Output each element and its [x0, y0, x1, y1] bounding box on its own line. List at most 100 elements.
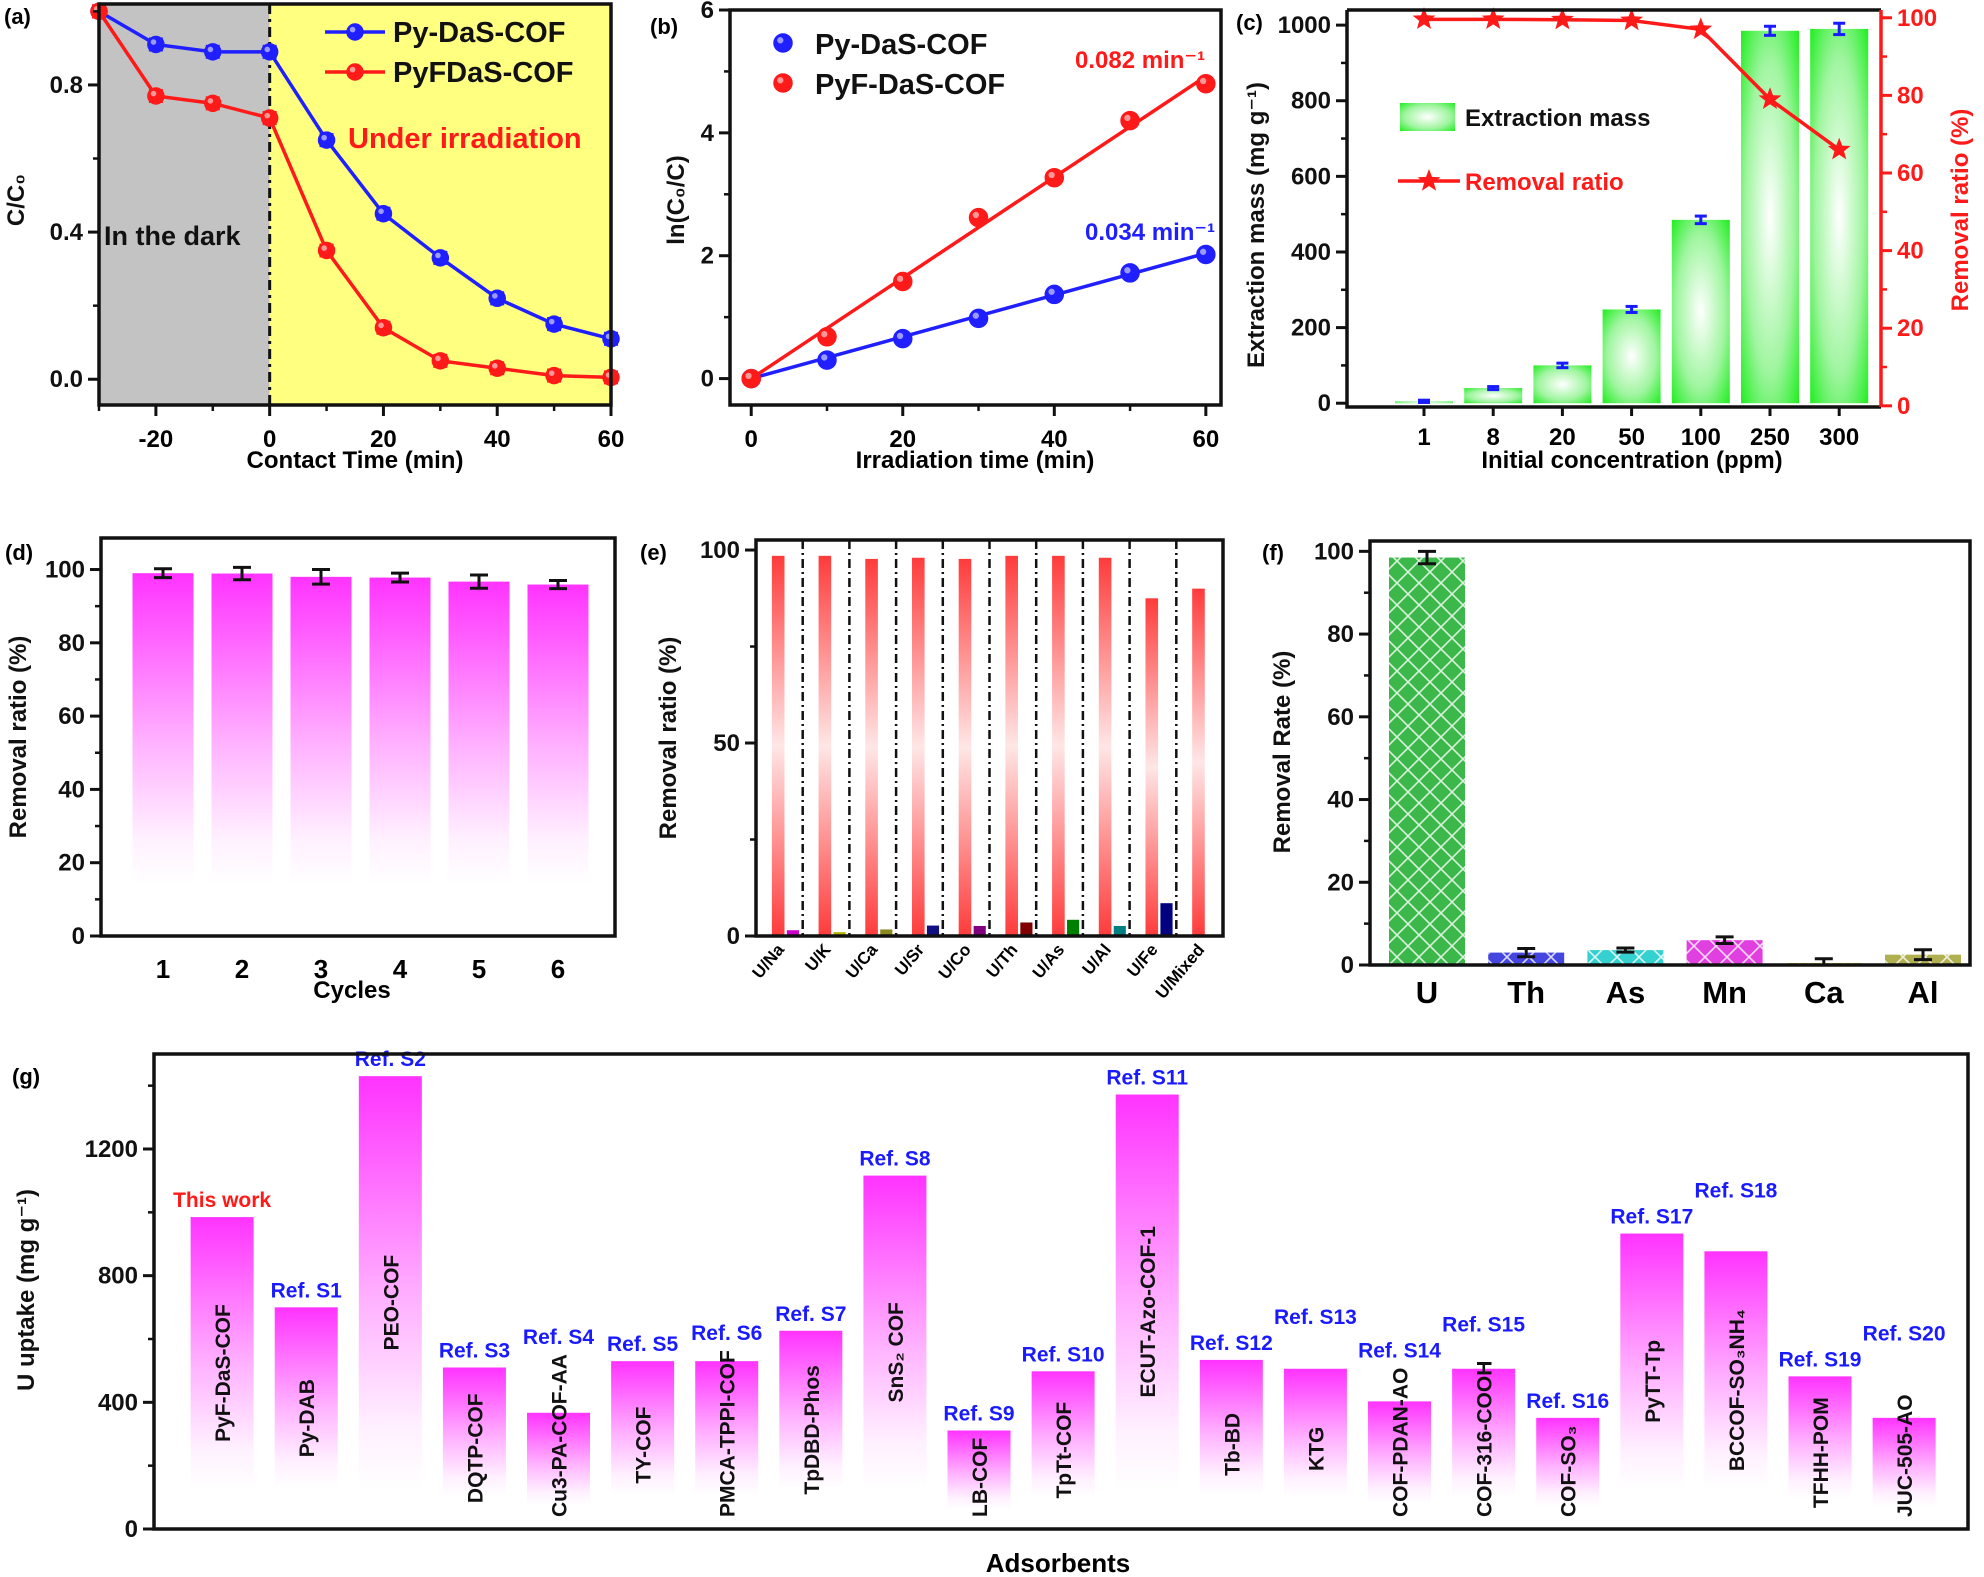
data-point-highlight [1124, 114, 1131, 122]
data-point-highlight [821, 354, 828, 361]
bar-label: TY-COF [633, 1406, 656, 1483]
bar [1741, 30, 1799, 404]
x-tick-label: U/Na [749, 940, 789, 982]
bar [1620, 1233, 1684, 1489]
ref-label: Ref. S19 [1779, 1348, 1862, 1371]
x-tick-label: 300 [1819, 424, 1859, 451]
data-point [1196, 73, 1216, 94]
x-tick-label: U/Sr [891, 940, 928, 979]
x-tick-label: U/Co [935, 940, 975, 983]
y-tick-label: 40 [58, 776, 85, 803]
x-axis-title: Initial concentration (ppm) [1481, 447, 1782, 474]
y-tick-label: 100 [700, 537, 740, 564]
y-tick-label: 100 [45, 557, 85, 584]
y-tick-label: 0.8 [50, 72, 83, 99]
y-tick-label: 400 [1291, 239, 1331, 266]
x-tick-label: 50 [1618, 424, 1645, 451]
y-axis-title: Extraction mass (mg g⁻¹) [1243, 82, 1270, 368]
panel-e: U/Na U/K U/Ca U/Sr U/Co U/Th U/As U/Al U/FeU/Mix… [640, 537, 1225, 1003]
y-axis-title: ln(C₀/C) [663, 155, 690, 244]
x-axis-title: Adsorbents [986, 1548, 1130, 1577]
x-tick-label: 8 [1487, 424, 1500, 451]
y-tick-label: 80 [58, 630, 85, 657]
bar-coexisting-ion [1067, 919, 1080, 936]
bar-coexisting-ion [1020, 922, 1033, 936]
bar [290, 576, 352, 885]
legend-marker [773, 33, 793, 53]
panel-label: (f) [1262, 540, 1284, 565]
data-point [817, 350, 837, 370]
bar-label: Tb-BD [1221, 1413, 1244, 1476]
legend-marker [346, 23, 364, 41]
data-point [374, 318, 393, 337]
data-point [1044, 167, 1065, 188]
x-tick-label: Al [1908, 975, 1939, 1010]
bar-coexisting-ion [1160, 903, 1173, 936]
data-point [431, 249, 450, 267]
data-point-highlight [1124, 267, 1131, 274]
data-point-highlight [896, 332, 904, 340]
region-dark [99, 4, 270, 405]
ref-label: Ref. S12 [1190, 1332, 1273, 1355]
bar-uranium [818, 555, 832, 936]
bar [527, 584, 589, 885]
ref-label: Ref. S4 [523, 1326, 595, 1349]
x-tick-label: 250 [1750, 424, 1790, 451]
bar-label: SnS₂ COF [885, 1302, 908, 1403]
y-tick-label: 1000 [1278, 12, 1331, 39]
data-point [741, 368, 761, 389]
bar [1368, 1401, 1432, 1504]
bar-label: PyF-DaS-COF [212, 1304, 235, 1442]
data-point [260, 109, 279, 127]
y-tick-label: 1200 [85, 1136, 138, 1163]
data-point [1120, 110, 1140, 131]
bar-uranium [958, 558, 972, 936]
bar-hatch [1389, 557, 1465, 965]
y-tick-label: 50 [713, 730, 740, 757]
y-tick-label: 4 [701, 120, 715, 147]
bar [274, 1307, 338, 1489]
plot-frame [152, 1052, 1970, 1531]
bar-uranium [1192, 588, 1205, 936]
legend-marker [773, 73, 793, 93]
bar-uranium [1005, 555, 1018, 936]
data-point [147, 35, 165, 54]
data-point [147, 87, 165, 105]
x-tick-label: -20 [139, 426, 174, 453]
plot-frame [97, 2, 613, 407]
bar [358, 1076, 422, 1489]
data-point-star [1412, 7, 1436, 30]
x-tick-label: 4 [393, 954, 408, 984]
legend-label: PyF-DaS-COF [815, 69, 1005, 101]
panel-g: PyF-DaS-COF Py-DAB PEO-COF DQTP-COF Cu3-PA-C… [12, 1048, 1970, 1577]
x-tick-label: U/Fe [1123, 940, 1161, 980]
data-point-highlight [321, 134, 327, 141]
data-point-star [1620, 8, 1643, 31]
data-point-highlight [264, 112, 271, 119]
y-tick-label: 20 [1897, 315, 1924, 342]
y-tick-label: 40 [1897, 238, 1924, 265]
bar-uranium [771, 555, 785, 936]
y-axis-title: C/C₀ [3, 174, 30, 226]
legend-marker [1417, 169, 1441, 191]
data-point-highlight [745, 372, 752, 380]
x-tick-label: 100 [1681, 424, 1721, 451]
plot-frame [1345, 8, 1881, 409]
x-tick-label: 0 [745, 426, 758, 453]
bar-uranium [1052, 555, 1065, 936]
data-point-highlight [321, 245, 327, 251]
data-point-highlight [435, 252, 441, 259]
x-tick-label: 20 [889, 426, 916, 453]
bar [1115, 1094, 1179, 1489]
x-tick-label: U/Ca [842, 940, 882, 982]
bar [1704, 1251, 1768, 1489]
y-tick-label: 40 [1327, 787, 1354, 814]
ref-label: Ref. S18 [1694, 1180, 1777, 1203]
data-point-highlight [821, 330, 828, 338]
bar-label: PMCA-TPPI-COF [717, 1350, 740, 1517]
panel-a: Py-DaS-COF PyFDaS-COF In the dark Under irr… [3, 2, 624, 474]
y-tick-label: 0 [125, 1516, 138, 1543]
data-point [893, 271, 913, 292]
legend-marker-highlight [777, 77, 784, 84]
y-tick-label: 2 [701, 243, 714, 270]
